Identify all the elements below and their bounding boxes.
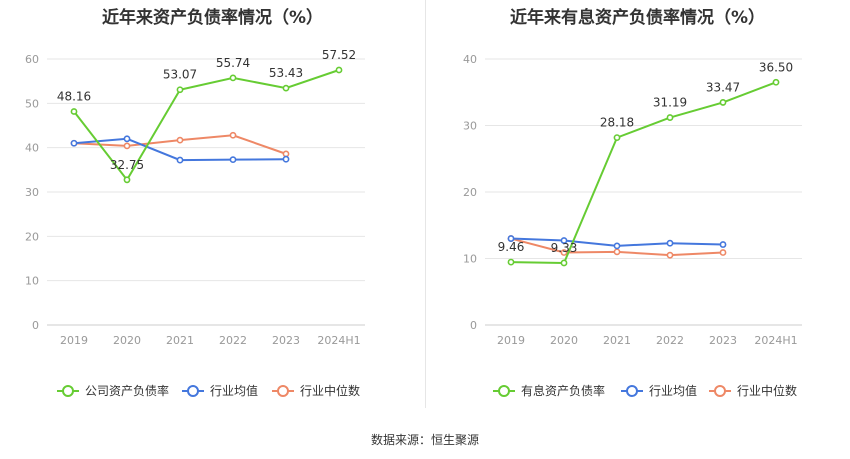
- legend-item-company[interactable]: 有息资产负债率: [493, 383, 605, 398]
- x-tick-label: 2021: [166, 334, 194, 347]
- legend-label: 行业中位数: [300, 383, 360, 398]
- data-label: 9.33: [551, 241, 578, 255]
- data-label: 9.46: [498, 240, 525, 254]
- data-label: 53.43: [269, 66, 303, 80]
- data-point: [123, 135, 131, 143]
- data-point: [772, 78, 780, 86]
- left-chart-panel: 近年来资产负债率情况（%） 0 10 20 30 40 50 60 2019 2020 2021 2…: [0, 0, 425, 420]
- series-line-company: [73, 69, 340, 182]
- data-point: [176, 156, 184, 164]
- data-label: 32.75: [110, 158, 144, 172]
- data-point: [507, 235, 515, 242]
- data-point: [335, 66, 343, 74]
- data-point: [666, 114, 674, 121]
- x-tick-label: 2024H1: [754, 334, 797, 347]
- y-tick-label: 60: [25, 53, 39, 66]
- x-tick-label: 2020: [113, 334, 141, 347]
- legend-marker-icon: [498, 385, 510, 397]
- data-source-label: 数据来源：恒生聚源: [370, 433, 479, 447]
- legend-label: 行业均值: [649, 383, 697, 398]
- y-tick-label: 20: [25, 230, 39, 243]
- right-chart-panel: 近年来有息资产负债率情况（%） 0 10 20 30 40 2019 2020 2021 202…: [425, 0, 850, 420]
- data-point: [613, 248, 621, 256]
- data-point: [229, 156, 237, 164]
- y-tick-label: 40: [463, 53, 477, 66]
- legend-marker-icon: [187, 385, 199, 397]
- legend-item-industry_median[interactable]: 行业中位数: [272, 383, 360, 398]
- y-tick-label: 20: [463, 186, 477, 199]
- data-label: 57.52: [322, 48, 356, 62]
- data-point: [123, 142, 131, 150]
- x-tick-label: 2019: [497, 334, 525, 347]
- data-point: [282, 84, 290, 92]
- legend-label: 行业中位数: [737, 383, 797, 398]
- data-point: [719, 99, 727, 106]
- y-tick-label: 0: [470, 319, 477, 332]
- data-point: [229, 74, 237, 82]
- data-point: [176, 86, 184, 94]
- legend-label: 有息资产负债率: [521, 383, 605, 398]
- data-point: [507, 258, 515, 266]
- x-tick-label: 2023: [272, 334, 300, 347]
- left-chart-svg: 0 10 20 30 40 50 60 2019 2020 2021 2022 2023 2024H1 4…: [25, 48, 365, 398]
- data-point: [176, 136, 184, 144]
- data-point: [282, 155, 290, 163]
- x-tick-label: 2023: [709, 334, 737, 347]
- data-label: 55.74: [216, 56, 250, 70]
- data-point: [560, 259, 568, 267]
- y-tick-label: 30: [25, 186, 39, 199]
- x-tick-label: 2024H1: [317, 334, 360, 347]
- legend-item-industry_avg[interactable]: 行业均值: [621, 383, 697, 398]
- y-tick-label: 0: [32, 319, 39, 332]
- legend-label: 行业均值: [210, 383, 258, 398]
- y-tick-label: 10: [25, 275, 39, 288]
- data-label: 33.47: [706, 80, 740, 94]
- legend-marker-icon: [277, 385, 289, 397]
- data-point: [560, 249, 568, 256]
- data-point: [282, 150, 290, 158]
- legend-item-industry_median[interactable]: 行业中位数: [709, 383, 797, 398]
- x-tick-label: 2020: [550, 334, 578, 347]
- data-label: 28.18: [600, 116, 634, 130]
- series-line-company: [510, 81, 777, 264]
- data-point: [229, 131, 237, 139]
- data-point: [719, 241, 727, 248]
- x-tick-label: 2022: [219, 334, 247, 347]
- data-point: [613, 134, 621, 142]
- legend-marker-icon: [62, 385, 74, 397]
- y-tick-label: 10: [463, 253, 477, 266]
- data-point: [70, 108, 78, 115]
- x-tick-label: 2022: [656, 334, 684, 347]
- legend-label: 公司资产负债率: [85, 383, 169, 398]
- data-point: [666, 251, 674, 259]
- right-chart-svg: 0 10 20 30 40 2019 2020 2021 2022 2023 2024H1 9.46 9…: [463, 53, 802, 398]
- right-chart-title: 近年来有息资产负债率情况（%）: [509, 8, 766, 28]
- legend-item-industry_avg[interactable]: 行业均值: [182, 383, 258, 398]
- data-point: [613, 242, 621, 250]
- legend-marker-icon: [714, 385, 726, 397]
- data-point: [666, 239, 674, 247]
- chart-divider: [425, 0, 426, 408]
- data-point: [719, 249, 727, 256]
- data-label: 48.16: [57, 89, 91, 103]
- x-tick-label: 2019: [60, 334, 88, 347]
- x-tick-label: 2021: [603, 334, 631, 347]
- y-tick-label: 50: [25, 97, 39, 110]
- data-label: 53.07: [163, 68, 197, 82]
- left-chart-title: 近年来资产负债率情况（%）: [101, 8, 324, 28]
- data-label: 36.50: [759, 60, 793, 74]
- data-point: [560, 237, 568, 244]
- data-point: [70, 139, 78, 147]
- data-label: 31.19: [653, 96, 687, 110]
- data-point: [123, 176, 131, 184]
- legend-marker-icon: [626, 385, 638, 397]
- y-tick-label: 40: [25, 142, 39, 155]
- legend-item-company[interactable]: 公司资产负债率: [57, 383, 169, 398]
- y-tick-label: 30: [463, 120, 477, 133]
